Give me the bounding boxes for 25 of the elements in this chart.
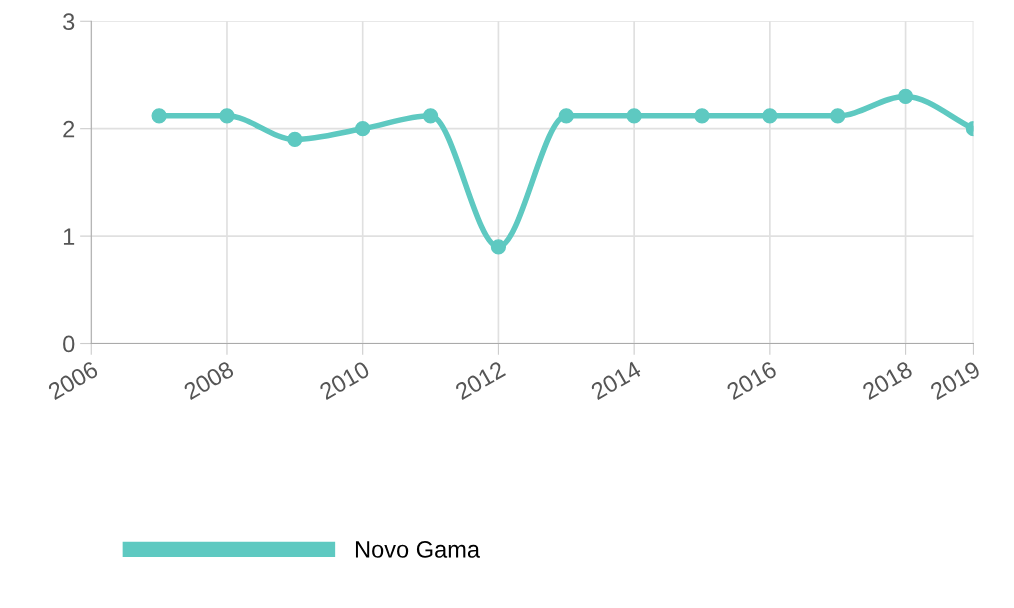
point [219, 108, 235, 124]
y-tick-label: 0 [63, 335, 75, 353]
y-tick-label: 2 [63, 120, 75, 138]
x-tick-label: 2008 [182, 360, 235, 401]
point [626, 108, 642, 124]
point [830, 108, 846, 124]
y-tick-label: 3 [63, 13, 75, 31]
x-tick-label: 2014 [590, 360, 643, 401]
point [490, 239, 507, 255]
point [151, 108, 167, 124]
point [558, 108, 574, 124]
y-tick-label: 1 [63, 228, 75, 245]
point [762, 108, 778, 124]
x-tick-label: 2010 [318, 360, 371, 401]
text: Novo Gama [355, 541, 481, 558]
x-tick-label: 2016 [725, 360, 778, 401]
point [422, 108, 439, 124]
x-tick-label: 2006 [47, 360, 100, 401]
point [897, 88, 914, 105]
x-tick-label: 2019 [929, 360, 982, 401]
point [694, 108, 710, 124]
x-tick-label: 2012 [454, 360, 507, 401]
point [287, 131, 303, 148]
point [355, 121, 371, 137]
x-tick-label: 2018 [861, 360, 914, 401]
